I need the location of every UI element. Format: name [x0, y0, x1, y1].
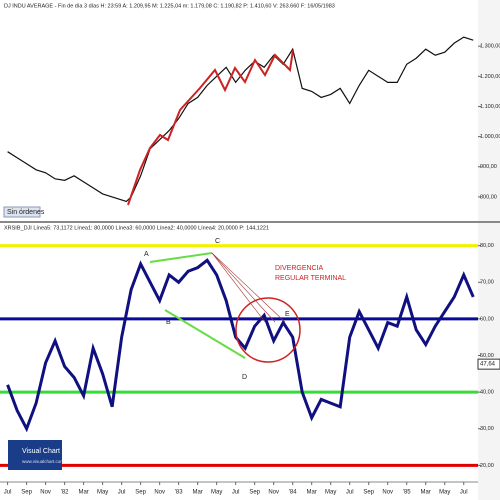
highlight-circle — [235, 297, 301, 363]
label-c: C — [215, 238, 220, 245]
price-scale — [478, 0, 500, 500]
price-panel: 800,00 900,00 1.000,00 1.100,00 1.200,00 1.30… — [7, 36, 500, 203]
y-tick-label: 1.200,00 — [480, 74, 500, 80]
note-line: DIVERGENCIA — [275, 265, 324, 272]
fan-line — [211, 252, 276, 323]
label-b: B — [166, 319, 171, 326]
x-tick-label: '83 — [175, 490, 183, 496]
y-tick-label: 40,00 — [480, 390, 494, 396]
x-tick-label: '85 — [403, 490, 411, 496]
y-tick-label: 50,00 — [480, 353, 494, 359]
x-tick-label: Nov — [382, 490, 393, 496]
logo — [8, 440, 62, 470]
drawings: A B C D E DIVERGENCIA REGULAR TERMINAL V… — [8, 49, 346, 470]
last-value-label: 47,64 — [480, 362, 496, 368]
x-tick-label: Sep — [21, 490, 32, 496]
y-tick-label: 1.100,00 — [480, 104, 500, 110]
y-tick-label: 20,00 — [480, 463, 494, 469]
x-tick-label: Mar — [421, 490, 431, 496]
x-tick-label: Sep — [249, 490, 260, 496]
logo-title: Visual Chart — [22, 448, 60, 455]
trend-line-ac — [149, 252, 213, 263]
label-d: D — [242, 374, 247, 381]
series-line — [6, 258, 475, 433]
x-tick-label: Mar — [192, 490, 202, 496]
x-tick-label: May — [439, 490, 450, 496]
trend-line-bd — [164, 309, 246, 359]
x-tick-label: Nov — [40, 490, 51, 496]
oscillator-panel: 20,00 30,00 40,00 50,00 60,00 70,00 80,00 Jul Se… — [0, 243, 500, 496]
y-tick-label: 30,00 — [480, 426, 494, 432]
x-tick-label: Nov — [268, 490, 279, 496]
x-tick-label: Jul — [460, 490, 468, 496]
y-tick-label: 800,00 — [480, 194, 497, 200]
fan-line — [211, 252, 286, 323]
x-tick-label: Nov — [154, 490, 165, 496]
logo-url: www.visualchart.com — [22, 459, 64, 464]
x-tick-label: Jul — [118, 490, 126, 496]
x-tick-label: Mar — [307, 490, 317, 496]
series-line — [7, 36, 474, 203]
x-tick-label: May — [211, 490, 222, 496]
y-tick-label: 1.300,00 — [480, 44, 500, 50]
label-e: E — [285, 311, 290, 318]
x-tick-label: Sep — [363, 490, 374, 496]
x-tick-label: May — [97, 490, 108, 496]
x-tick-label: '82 — [61, 490, 69, 496]
orders-button[interactable] — [3, 206, 41, 218]
x-tick-label: Jul — [232, 490, 240, 496]
note-line: REGULAR TERMINAL — [275, 275, 346, 282]
last-value-box — [477, 358, 500, 370]
lower-title: XRSIB_DJI Línea5: 73,1172 Línea1: 80,000… — [4, 225, 269, 231]
x-tick-label: Sep — [135, 490, 146, 496]
y-tick-label: 70,00 — [480, 280, 494, 286]
y-tick-label: 80,00 — [480, 243, 494, 249]
orders-button-label[interactable]: Sin órdenes — [7, 209, 45, 216]
y-tick-label: 900,00 — [480, 164, 497, 170]
x-tick-label: Mar — [78, 490, 88, 496]
x-tick-label: Jul — [346, 490, 354, 496]
label-a: A — [144, 251, 149, 258]
y-tick-label: 60,00 — [480, 316, 494, 322]
fan-line — [211, 252, 266, 323]
y-tick-label: 1.000,00 — [480, 134, 500, 140]
upper-title: DJ INDU AVERAGE - Fin de día 3 días H: 2… — [4, 3, 335, 9]
x-tick-label: Jul — [4, 490, 12, 496]
trend-overlay — [127, 49, 294, 206]
x-tick-label: '84 — [289, 490, 297, 496]
x-tick-label: May — [325, 490, 336, 496]
